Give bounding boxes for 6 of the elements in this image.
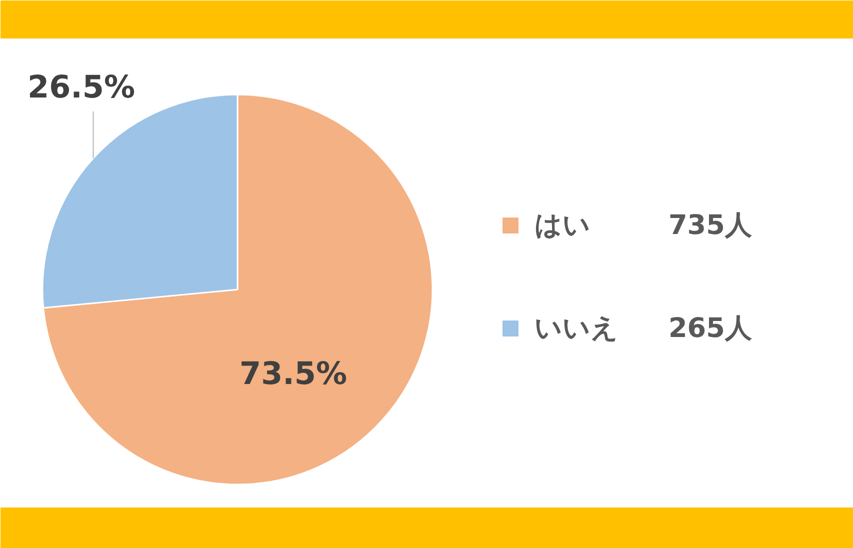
text: 265人 <box>668 313 753 344</box>
legend-label: はい <box>534 210 590 241</box>
text: 735人 <box>668 210 753 241</box>
data-label: 26.5% <box>28 69 136 106</box>
legend-label: いいえ <box>534 313 618 344</box>
data-label: 73.5% <box>240 356 348 392</box>
